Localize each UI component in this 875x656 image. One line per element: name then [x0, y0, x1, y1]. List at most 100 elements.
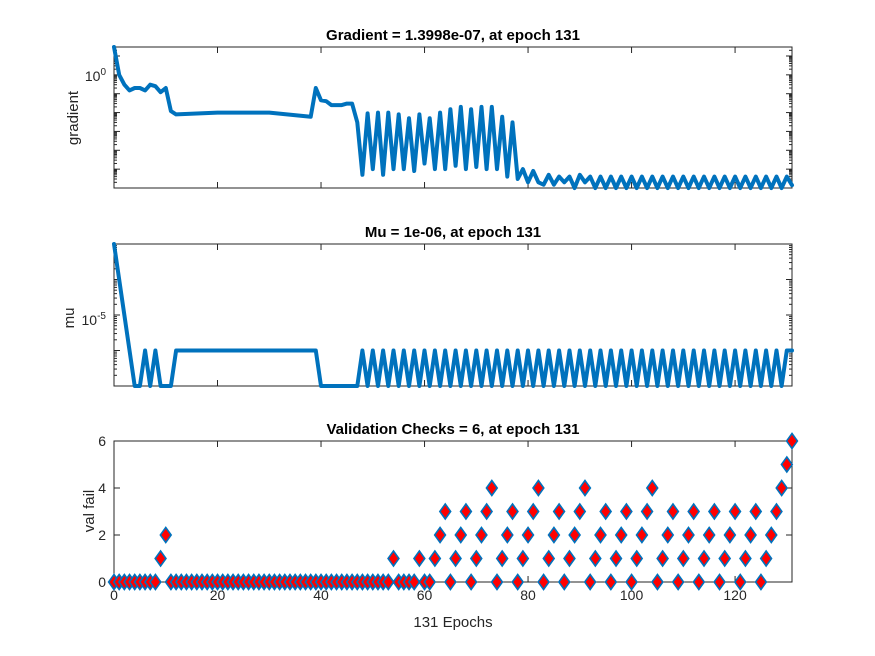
x-tick-label: 60 [417, 587, 433, 603]
val-fail-point [713, 573, 726, 591]
validation-panel: Validation Checks = 6, at epoch 131 val … [81, 421, 799, 631]
val-fail-point [780, 455, 794, 474]
val-fail-point [154, 549, 167, 568]
val-fail-point [661, 526, 675, 544]
val-fail-point [645, 479, 659, 497]
val-fail-point [552, 502, 566, 521]
val-fail-point [697, 549, 711, 568]
val-fail-point [407, 573, 421, 591]
val-fail-point [723, 526, 737, 544]
val-fail-point [485, 479, 499, 497]
x-tick-label: 0 [110, 587, 118, 603]
val-fail-point [625, 573, 638, 591]
gradient-title: Gradient = 1.3998e-07, at epoch 131 [326, 27, 580, 44]
val-fail-point [692, 573, 706, 591]
val-fail-point [594, 526, 607, 544]
val-fail-point [537, 573, 550, 591]
val-fail-point [387, 549, 400, 568]
val-fail-point [702, 526, 716, 544]
validation-points [107, 432, 799, 591]
val-fail-point [526, 502, 540, 521]
val-fail-point [542, 549, 556, 568]
x-tick-label: 120 [723, 587, 747, 603]
val-fail-point [547, 526, 561, 544]
val-fail-point [770, 502, 783, 521]
val-fail-point [583, 573, 597, 591]
val-fail-point [651, 573, 664, 591]
gradient-ytick-label: 100 [85, 67, 107, 84]
y-tick-label: 6 [98, 433, 106, 449]
val-fail-point [707, 502, 721, 521]
val-fail-point [511, 573, 525, 591]
val-fail-point [671, 573, 685, 591]
y-tick-label: 0 [98, 574, 106, 590]
mu-ytick-label: 10-5 [82, 311, 107, 328]
val-fail-point [640, 502, 654, 521]
val-fail-point [459, 502, 473, 521]
val-fail-point [563, 549, 576, 568]
val-fail-point [759, 549, 773, 568]
validation-ylabel: val fail [81, 490, 98, 533]
val-fail-point [656, 549, 669, 568]
y-tick-label: 4 [98, 480, 106, 496]
val-fail-point [682, 526, 695, 544]
val-fail-point [573, 502, 587, 521]
val-fail-point [718, 549, 732, 568]
val-fail-point [438, 502, 452, 521]
val-fail-point [785, 432, 799, 450]
val-fail-point [532, 479, 545, 497]
val-fail-point [666, 502, 680, 521]
val-fail-point [464, 573, 478, 591]
val-fail-point [676, 549, 690, 568]
val-fail-point [764, 526, 778, 544]
mu-ylabel: mu [61, 308, 78, 329]
val-fail-point [433, 526, 447, 544]
val-fail-point [599, 502, 613, 521]
val-fail-point [630, 549, 644, 568]
val-fail-point [469, 549, 483, 568]
mu-title: Mu = 1e-06, at epoch 131 [365, 224, 541, 241]
validation-xlabel: 131 Epochs [413, 614, 492, 631]
val-fail-point [578, 479, 592, 497]
val-fail-point [619, 502, 633, 521]
mu-panel: Mu = 1e-06, at epoch 131 mu 10-5 [61, 224, 794, 388]
val-fail-point [475, 526, 488, 544]
gradient-panel: Gradient = 1.3998e-07, at epoch 131 grad… [65, 27, 794, 190]
val-fail-point [728, 502, 742, 521]
x-tick-label: 100 [620, 587, 644, 603]
val-fail-point [480, 502, 494, 521]
gradient-series-line [112, 45, 794, 190]
val-fail-point [687, 502, 701, 521]
mu-series-line [112, 242, 794, 388]
val-fail-point [500, 526, 514, 544]
val-fail-point [490, 573, 504, 591]
val-fail-point [739, 549, 752, 568]
val-fail-point [754, 573, 768, 591]
val-fail-point [149, 573, 162, 591]
x-tick-label: 80 [520, 587, 536, 603]
val-fail-point [604, 573, 618, 591]
val-fail-point [428, 549, 442, 568]
val-fail-point [775, 479, 789, 497]
val-fail-point [588, 549, 602, 568]
val-fail-point [516, 549, 530, 568]
val-fail-point [609, 549, 623, 568]
val-fail-point [614, 526, 628, 544]
val-fail-point [412, 549, 426, 568]
x-tick-label: 40 [313, 587, 329, 603]
val-fail-point [635, 526, 649, 544]
val-fail-point [449, 549, 462, 568]
val-fail-point [557, 573, 571, 591]
val-fail-point [749, 502, 763, 521]
val-fail-point [568, 526, 582, 544]
gradient-ylabel: gradient [65, 90, 82, 145]
val-fail-point [506, 502, 519, 521]
val-fail-point [454, 526, 468, 544]
val-fail-point [521, 526, 535, 544]
val-fail-point [159, 526, 173, 544]
val-fail-point [495, 549, 509, 568]
y-tick-label: 2 [98, 527, 106, 543]
val-fail-point [381, 573, 395, 591]
validation-title: Validation Checks = 6, at epoch 131 [326, 421, 579, 438]
